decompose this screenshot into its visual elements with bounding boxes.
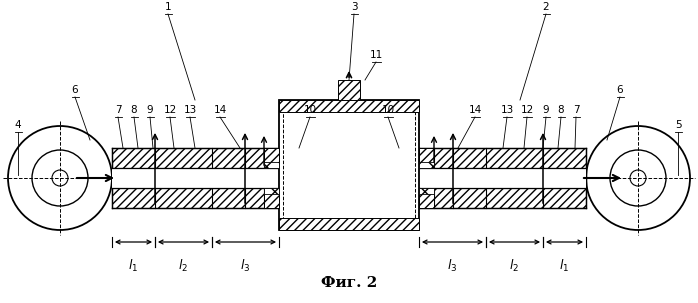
- Text: 6: 6: [72, 85, 78, 95]
- Bar: [338, 80, 360, 100]
- Text: $l_{2}$: $l_{2}$: [179, 258, 188, 274]
- Bar: [264, 148, 279, 168]
- Bar: [419, 162, 434, 168]
- Text: 11: 11: [369, 50, 383, 60]
- Bar: [112, 188, 284, 208]
- Text: 3: 3: [350, 2, 357, 12]
- Bar: [419, 188, 434, 194]
- Bar: [279, 100, 419, 112]
- Text: 10: 10: [304, 105, 317, 115]
- Text: Фиг. 2: Фиг. 2: [321, 276, 377, 290]
- Text: 6: 6: [617, 85, 623, 95]
- Bar: [264, 162, 279, 168]
- Bar: [414, 148, 586, 168]
- Text: 2: 2: [542, 2, 549, 12]
- Bar: [419, 188, 434, 208]
- Text: 7: 7: [114, 105, 121, 115]
- Bar: [264, 188, 279, 194]
- Text: 1: 1: [165, 2, 171, 12]
- Text: 12: 12: [163, 105, 177, 115]
- Bar: [414, 188, 586, 208]
- Text: 4: 4: [15, 120, 22, 130]
- Text: $l_{2}$: $l_{2}$: [510, 258, 519, 274]
- Text: 13: 13: [500, 105, 514, 115]
- Text: 14: 14: [468, 105, 482, 115]
- Bar: [283, 104, 415, 226]
- Text: 5: 5: [675, 120, 681, 130]
- Text: 14: 14: [214, 105, 227, 115]
- Text: $l_{1}$: $l_{1}$: [559, 258, 570, 274]
- Text: $l_{1}$: $l_{1}$: [128, 258, 139, 274]
- Text: 7: 7: [572, 105, 579, 115]
- Bar: [419, 148, 434, 168]
- Bar: [264, 188, 279, 208]
- Bar: [112, 168, 586, 188]
- Text: $l_{3}$: $l_{3}$: [240, 258, 251, 274]
- Bar: [279, 100, 419, 230]
- Text: 12: 12: [521, 105, 534, 115]
- Text: 9: 9: [147, 105, 154, 115]
- Text: $l_{3}$: $l_{3}$: [447, 258, 458, 274]
- Text: 10: 10: [381, 105, 394, 115]
- Text: 9: 9: [542, 105, 549, 115]
- Text: 13: 13: [184, 105, 197, 115]
- Bar: [112, 148, 284, 168]
- Bar: [112, 168, 586, 188]
- Text: 8: 8: [558, 105, 564, 115]
- Text: 8: 8: [131, 105, 138, 115]
- Bar: [279, 218, 419, 230]
